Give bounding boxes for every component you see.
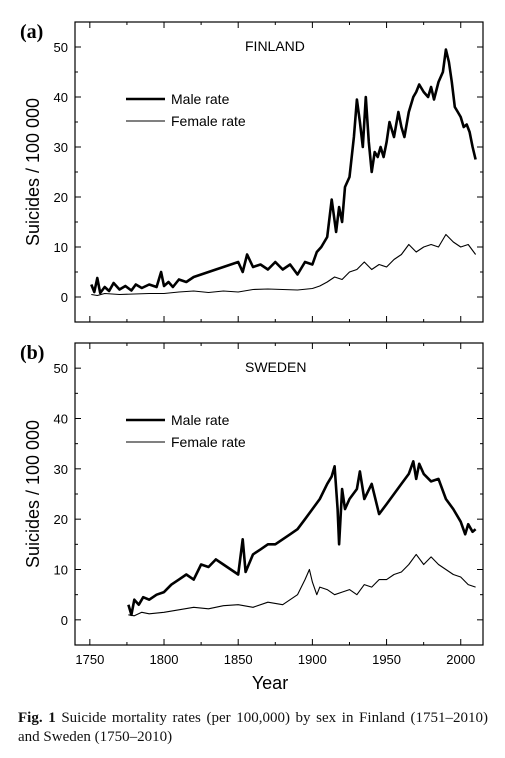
y-tick-label: 20	[54, 512, 68, 527]
plot-frame	[74, 21, 484, 323]
plot-frame	[74, 342, 484, 646]
panel-finland: (a) FINLAND Suicides / 100 000 0 10 20 30 40…	[20, 21, 484, 323]
figure-caption: Fig. 1 Suicide mortality rates (per 100,…	[18, 709, 488, 747]
y-axis-label: Suicides / 100 000	[23, 98, 43, 246]
y-tick-label: 50	[54, 361, 68, 376]
caption-text: Suicide mortality rates (per 100,000) by…	[18, 710, 488, 745]
y-tick-label: 30	[54, 462, 68, 477]
legend-label: Female rate	[171, 113, 246, 129]
chart-title: FINLAND	[245, 38, 305, 54]
x-axis: 1750 1800 1850 1900 1950 2000	[75, 343, 475, 667]
panel-sweden: (b) SWEDEN Suicides / 100 000 Year 0 10 20…	[20, 342, 484, 693]
panel-label: (b)	[20, 342, 44, 364]
y-tick-label: 20	[54, 190, 68, 205]
legend: Male rate Female rate	[126, 91, 246, 129]
y-tick-label: 0	[61, 290, 68, 305]
x-axis	[89, 22, 462, 322]
legend-label: Female rate	[171, 434, 246, 450]
x-tick-label: 1800	[150, 652, 179, 667]
male-rate-line	[127, 459, 477, 617]
y-axis: 0 10 20 30 40 50	[54, 21, 483, 323]
y-tick-label: 10	[54, 563, 68, 578]
legend-label: Male rate	[171, 91, 230, 107]
y-axis: 0 10 20 30 40 50	[54, 342, 483, 646]
x-tick-label: 1750	[75, 652, 104, 667]
y-tick-label: 30	[54, 140, 68, 155]
x-tick-label: 2000	[446, 652, 475, 667]
x-tick-label: 1850	[224, 652, 253, 667]
caption-label: Fig. 1	[18, 710, 56, 726]
series-lines	[127, 459, 477, 617]
series-lines	[90, 48, 477, 297]
x-axis-label: Year	[252, 673, 288, 693]
x-tick-label: 1950	[372, 652, 401, 667]
y-tick-label: 40	[54, 90, 68, 105]
y-tick-label: 0	[61, 613, 68, 628]
panel-label: (a)	[20, 21, 43, 43]
female-rate-line	[128, 553, 476, 617]
legend: Male rate Female rate	[126, 412, 246, 450]
y-tick-label: 40	[54, 412, 68, 427]
chart-title: SWEDEN	[245, 359, 306, 375]
y-tick-label: 10	[54, 240, 68, 255]
legend-label: Male rate	[171, 412, 230, 428]
male-rate-line	[90, 48, 477, 295]
y-tick-label: 50	[54, 40, 68, 55]
female-rate-line	[91, 233, 477, 297]
x-tick-label: 1900	[298, 652, 327, 667]
y-axis-label: Suicides / 100 000	[23, 420, 43, 568]
